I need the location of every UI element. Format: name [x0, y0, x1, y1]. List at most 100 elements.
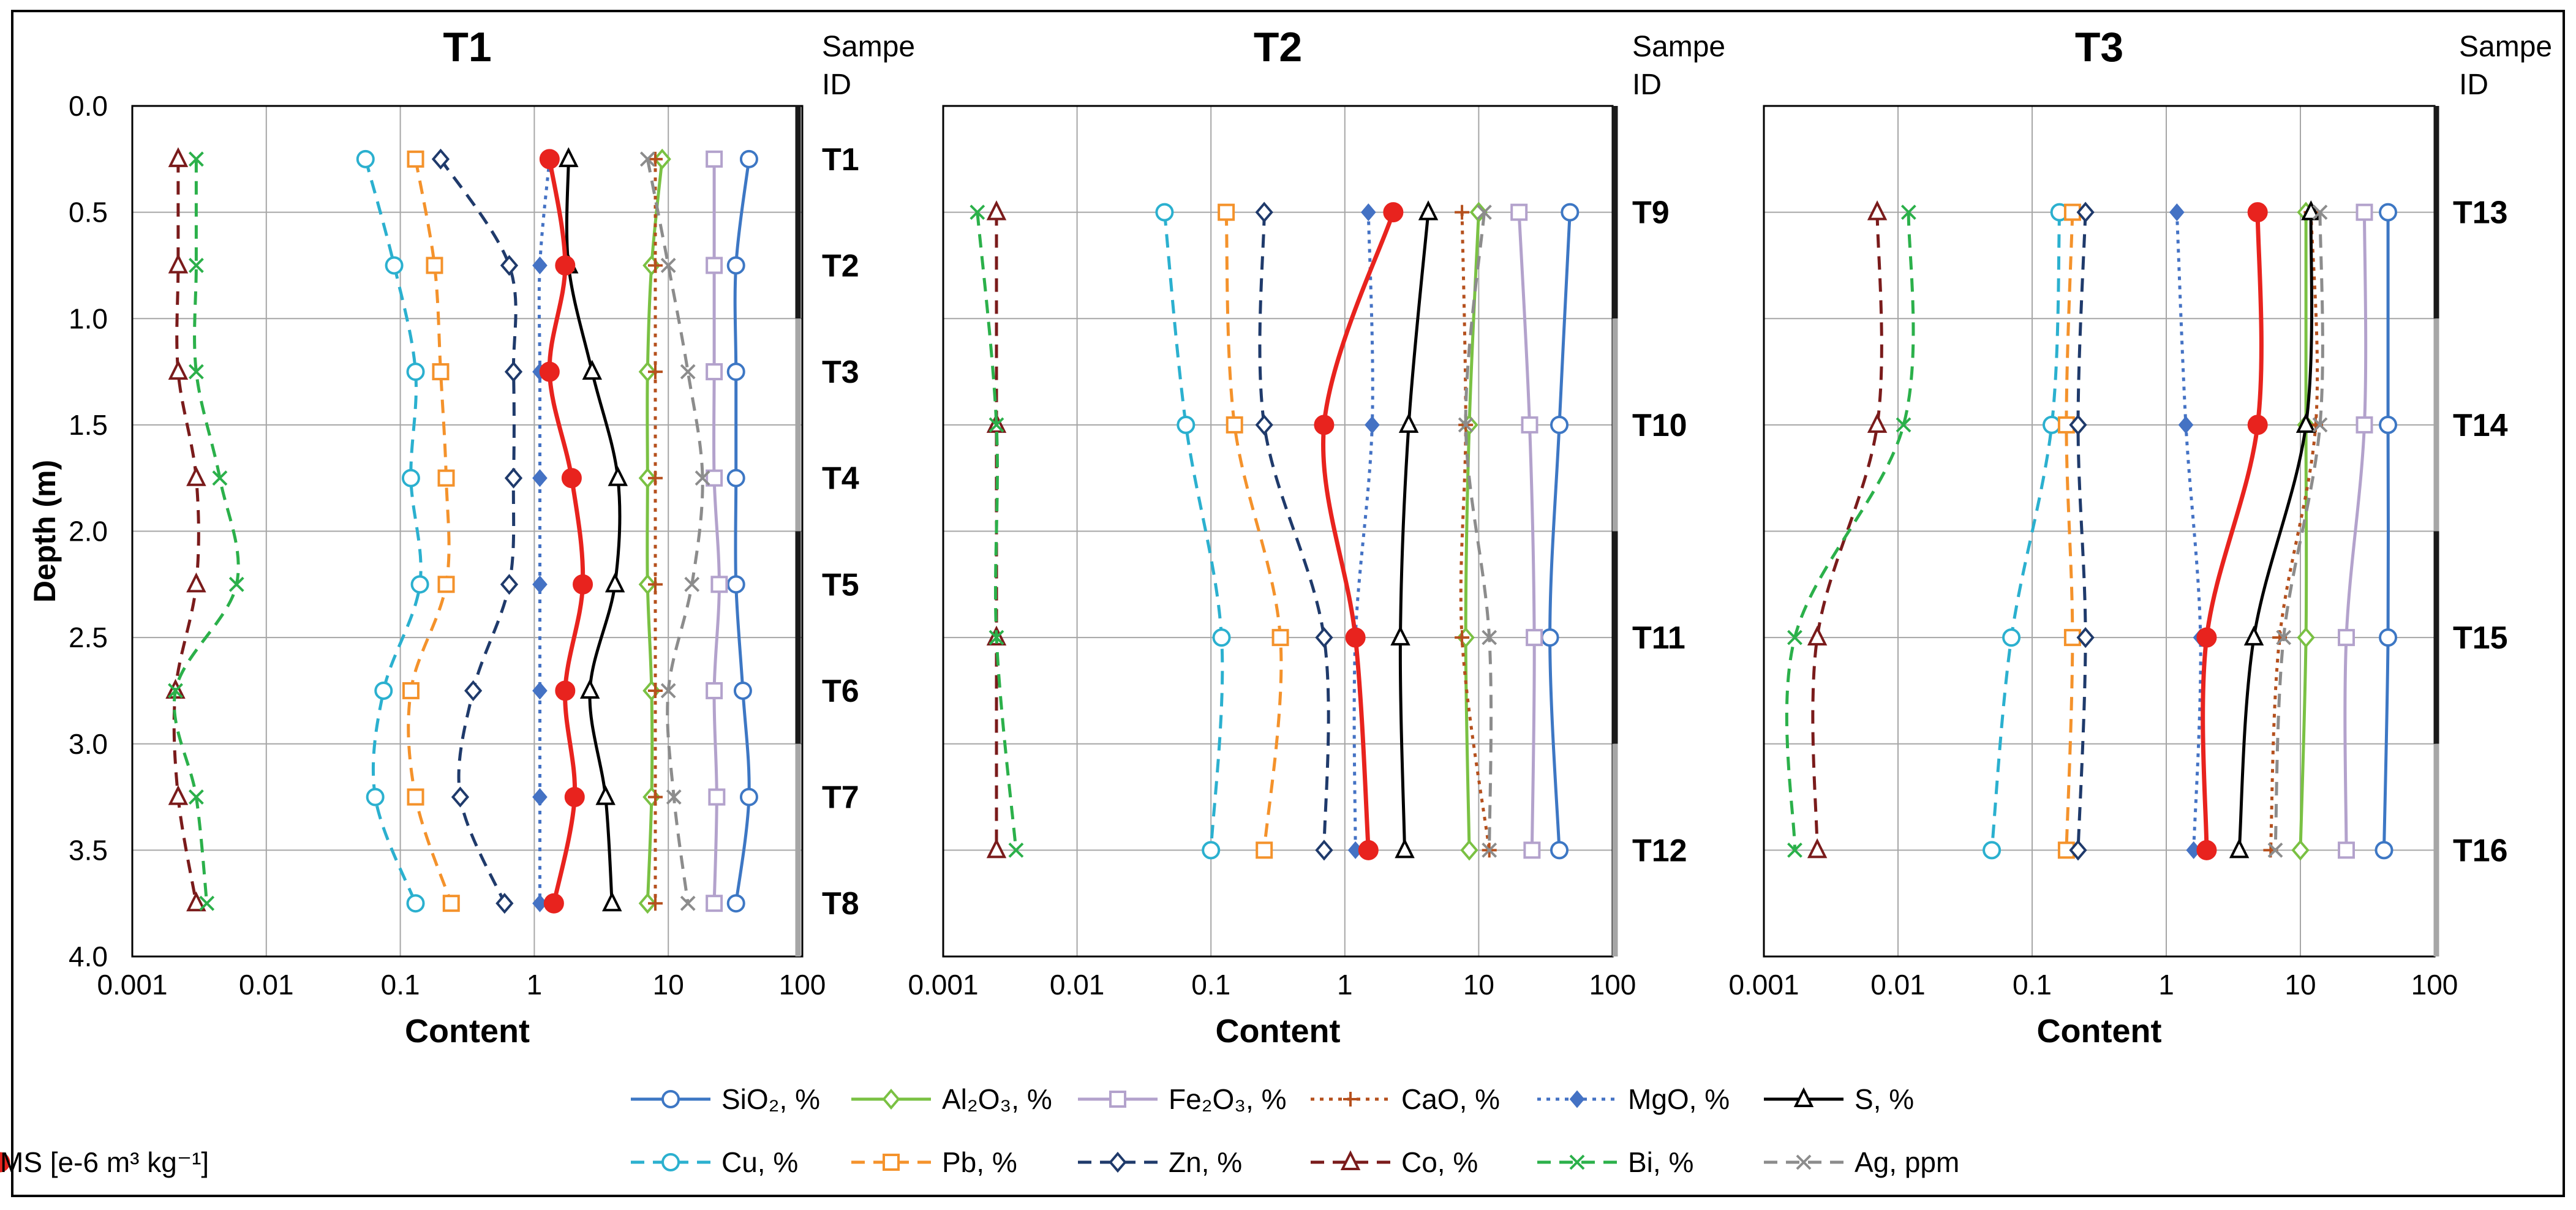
data-point-ag — [2312, 417, 2328, 433]
data-point-sio2 — [726, 894, 745, 913]
data-point-zn — [1315, 627, 1333, 648]
data-point-ms — [1358, 840, 1379, 860]
sample-id-header: Sampe — [1632, 31, 1725, 63]
data-point-fe2o3 — [1523, 841, 1541, 859]
legend-marker-fe2o3 — [1109, 1091, 1126, 1108]
data-point-ag — [1477, 205, 1492, 220]
data-point-ms — [555, 680, 576, 701]
data-point-ag — [680, 895, 696, 911]
x-axis-label: Content — [405, 1013, 530, 1050]
data-point-zn — [500, 255, 519, 276]
legend-label-zn: Zn, % — [1169, 1146, 1242, 1178]
legend-marker-ms — [0, 1152, 10, 1173]
data-point-ag — [639, 151, 655, 167]
data-point-cu — [1202, 841, 1221, 860]
data-point-fe2o3 — [1521, 416, 1538, 434]
data-point-cu — [366, 787, 385, 806]
x-tick-label: 10 — [1463, 969, 1494, 1001]
data-point-co — [186, 891, 206, 912]
data-point-fe2o3 — [706, 363, 723, 381]
data-point-pb — [407, 788, 424, 806]
data-point-s — [582, 359, 603, 380]
data-point-s — [2295, 413, 2316, 433]
data-point-pb — [1226, 416, 1243, 434]
data-point-co — [186, 466, 206, 486]
series-line-mgo — [537, 159, 551, 904]
data-point-zn — [2076, 627, 2095, 648]
legend-label-co: Co, % — [1401, 1146, 1478, 1178]
data-point-ms — [564, 787, 585, 808]
data-point-pb — [1218, 203, 1235, 221]
data-point-ms — [1345, 627, 1366, 648]
data-point-mgo — [2169, 203, 2185, 222]
data-point-cu — [1212, 628, 1231, 647]
legend-label-s: S, % — [1855, 1083, 1914, 1115]
data-point-co — [168, 785, 189, 805]
x-tick-label: 0.1 — [381, 969, 420, 1001]
legend-label-ag: Ag, ppm — [1855, 1146, 1959, 1178]
sample-id-label: T14 — [2453, 408, 2508, 443]
data-point-mgo — [532, 256, 548, 274]
panel-t3: 0.001 0.01 0.1 1 10 100 Content T3 Sampe ID T13 T14… — [1728, 24, 2552, 1050]
data-point-ms — [1314, 415, 1335, 435]
data-point-mgo — [2178, 416, 2194, 434]
legend-marker-bi — [1569, 1154, 1585, 1170]
legend-marker-s — [1793, 1087, 1814, 1107]
series-line-s — [2237, 212, 2314, 851]
data-point-fe2o3 — [1510, 203, 1528, 221]
data-point-co — [168, 147, 189, 167]
x-tick-label: 10 — [2284, 969, 2316, 1001]
series-line-fe2o3 — [712, 159, 721, 904]
data-point-cu — [374, 681, 393, 700]
legend-label-mgo: MgO, % — [1628, 1083, 1730, 1115]
x-tick-label: 100 — [1589, 969, 1636, 1001]
data-point-s — [604, 572, 625, 593]
data-point-co — [1867, 200, 1888, 220]
data-point-fe2o3 — [706, 469, 723, 487]
data-point-s — [559, 147, 579, 167]
data-point-bi — [188, 258, 204, 273]
y-tick-label: 3.5 — [69, 834, 108, 866]
x-tick-label: 0.001 — [1728, 969, 1799, 1001]
series-line-sio2 — [2382, 212, 2390, 851]
data-point-mgo — [1365, 416, 1380, 434]
data-point-fe2o3 — [2337, 841, 2355, 859]
series-line-cu — [1162, 212, 1224, 851]
series-line-co — [1811, 212, 1883, 851]
series-line-fe2o3 — [2343, 212, 2368, 851]
data-point-zn — [451, 786, 470, 808]
data-point-co — [168, 253, 189, 274]
data-point-fe2o3 — [2337, 629, 2355, 647]
legend-label-bi: Bi, % — [1628, 1146, 1693, 1178]
data-point-bi — [188, 151, 204, 167]
data-point-zn — [504, 467, 523, 489]
data-point-zn — [500, 574, 519, 595]
data-point-s — [595, 785, 616, 805]
panel-title: T1 — [443, 24, 491, 70]
series-line-cu — [364, 159, 423, 904]
series-line-ag — [646, 159, 704, 904]
data-point-s — [1418, 200, 1439, 220]
data-point-sio2 — [2379, 415, 2398, 434]
data-point-sio2 — [733, 681, 752, 700]
data-point-cu — [406, 894, 425, 913]
x-tick-label: 0.01 — [1870, 969, 1926, 1001]
y-tick-label: 2.0 — [69, 516, 108, 547]
data-point-co — [986, 200, 1007, 220]
data-point-fe2o3 — [706, 895, 723, 912]
y-axis-label: Depth (m) — [28, 460, 62, 603]
data-point-mgo — [532, 469, 548, 487]
data-point-zn — [1255, 201, 1273, 223]
data-point-co — [168, 359, 189, 380]
sample-id-header: Sampe — [822, 31, 915, 63]
data-point-cao — [1455, 205, 1470, 220]
data-point-cu — [401, 468, 420, 487]
x-tick-label: 10 — [653, 969, 684, 1001]
data-point-ms — [2196, 840, 2217, 860]
data-point-s — [1390, 625, 1410, 646]
x-tick-label: 1 — [1337, 969, 1353, 1001]
series-line-mgo — [1352, 212, 1374, 851]
data-point-mgo — [532, 682, 548, 700]
panel-t2: 0.001 0.01 0.1 1 10 100 Content T2 Sampe ID T9 T10 T… — [908, 24, 1725, 1050]
